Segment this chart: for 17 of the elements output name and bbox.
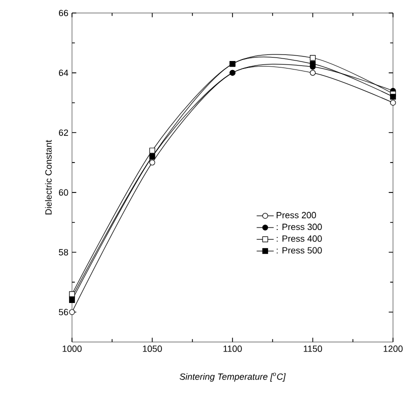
x-tick-label: 1050: [142, 346, 162, 352]
y-tick-label: 58: [58, 249, 68, 256]
y-tick-label: 66: [58, 10, 68, 16]
x-tick-label: 1200: [384, 346, 403, 352]
legend-label: Press 200: [276, 212, 316, 218]
x-tick-label: 1100: [224, 346, 242, 352]
y-tick-label: 62: [58, 129, 68, 136]
legend-label: : Press 300: [276, 224, 322, 230]
y-tick-label: 56: [58, 308, 68, 316]
x-tick-label: 1150: [304, 346, 322, 352]
legend-label: : Press 500: [276, 247, 322, 254]
x-tick-label: 1000: [62, 346, 82, 352]
y-tick-label: 64: [58, 70, 68, 76]
x-axis-title: Sintering Temperature [$^{o}$C]: [180, 372, 286, 382]
y-tick-label: 60: [58, 189, 68, 196]
y-axis-title: Dielectric Constant: [45, 140, 52, 214]
legend-label: : Press 400: [276, 235, 322, 242]
